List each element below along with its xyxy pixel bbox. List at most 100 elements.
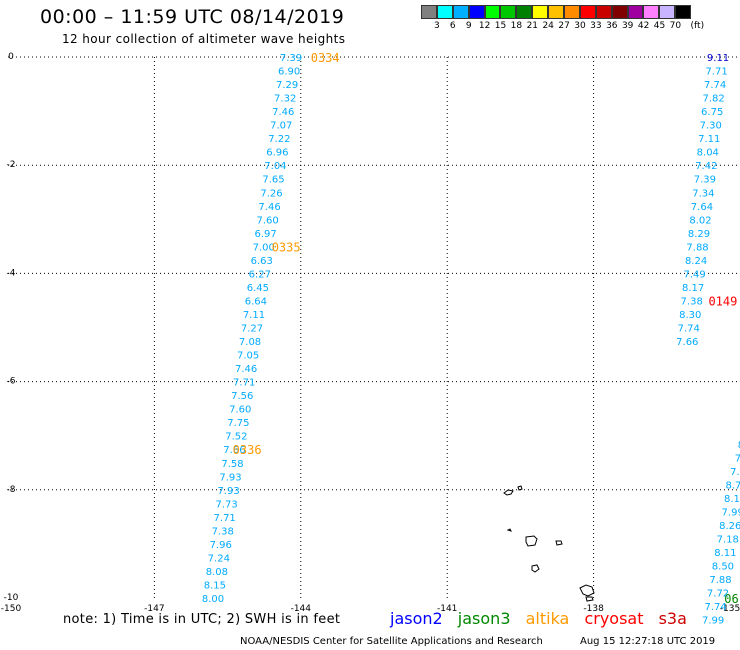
legend-swatch bbox=[564, 5, 580, 19]
satellite-cryosat: cryosat bbox=[584, 609, 644, 628]
legend-swatch bbox=[595, 5, 612, 19]
wave-height-value: 6.45 bbox=[247, 283, 269, 294]
wave-height-value: 7. bbox=[735, 453, 740, 464]
wave-height-value: 7.34 bbox=[692, 188, 714, 199]
wave-height-value: 7.38 bbox=[212, 526, 234, 537]
satellite-s3a: s3a bbox=[658, 609, 687, 628]
legend-swatch bbox=[436, 5, 453, 19]
legend-label: 21 bbox=[526, 21, 539, 31]
wave-height-value: 8.00 bbox=[202, 594, 224, 605]
island-outline bbox=[506, 528, 512, 532]
legend-label: 12 bbox=[478, 21, 491, 31]
wave-height-value: 7.00 bbox=[253, 242, 275, 253]
legend-label: 39 bbox=[621, 21, 634, 31]
wave-height-value: 7.27 bbox=[241, 324, 263, 335]
wave-height-value: 6.64 bbox=[245, 296, 267, 307]
island-outline bbox=[517, 485, 523, 491]
legend-label: 9 bbox=[465, 21, 472, 31]
satellite-legend: jason2 jason3 altika cryosat s3a bbox=[390, 609, 697, 628]
latitude-tick-label: 0 bbox=[8, 52, 14, 62]
legend-swatch bbox=[484, 5, 501, 19]
pass-time-labels: 033403350336010140149061 bbox=[233, 51, 740, 606]
wave-height-value: 8.29 bbox=[688, 229, 710, 240]
wave-height-value: 6.96 bbox=[266, 148, 288, 159]
credit-text: NOAA/NESDIS Center for Satellite Applica… bbox=[240, 636, 543, 647]
wave-height-value: 7.71 bbox=[233, 378, 255, 389]
wave-height-value: 8.79 bbox=[725, 480, 740, 491]
wave-height-value: 7.99 bbox=[722, 507, 740, 518]
island-outline bbox=[579, 584, 595, 597]
wave-height-value: 9.11 bbox=[707, 53, 729, 64]
legend-swatch bbox=[659, 5, 676, 19]
legend-label: 3 bbox=[434, 21, 440, 31]
color-legend: 3 6 9 12 15 18 21 24 27 30 33 36 39 42 45 70 (ft) bbox=[421, 5, 704, 39]
longitude-tick-label: -141 bbox=[437, 604, 457, 614]
pass-time-label: 0336 bbox=[233, 443, 262, 457]
wave-height-value: 8.12 bbox=[724, 494, 740, 505]
wave-height-value: 7.46 bbox=[258, 202, 280, 213]
wave-height-value: 7.22 bbox=[268, 134, 290, 145]
island-outline bbox=[555, 540, 563, 546]
latitude-tick-label: -10 bbox=[4, 593, 19, 603]
wave-height-value: 7.32 bbox=[274, 94, 296, 105]
wave-height-value: 8.11 bbox=[714, 548, 736, 559]
wave-height-value: 7.75 bbox=[227, 418, 249, 429]
legend-swatch bbox=[468, 5, 485, 19]
wave-height-value: 7.60 bbox=[229, 405, 251, 416]
wave-height-value: 7.72 bbox=[707, 589, 729, 600]
wave-height-value: 7.39 bbox=[280, 53, 302, 64]
wave-height-value: 7.65 bbox=[262, 175, 284, 186]
legend-label: 33 bbox=[590, 21, 602, 31]
wave-height-value: 7.26 bbox=[260, 188, 282, 199]
wave-height-value: 7.38 bbox=[681, 296, 703, 307]
wave-height-value: 8.08 bbox=[206, 567, 228, 578]
wave-height-value: 6.97 bbox=[255, 229, 277, 240]
satellite-jason3: jason3 bbox=[457, 609, 511, 628]
legend-swatch bbox=[548, 5, 565, 19]
longitude-tick-label: -138 bbox=[583, 604, 604, 614]
longitude-tick-label: -147 bbox=[144, 604, 164, 614]
wave-height-value: 7.46 bbox=[235, 364, 257, 375]
pass-time-label: 061 bbox=[724, 592, 740, 606]
wave-height-value: 8.17 bbox=[682, 283, 704, 294]
pass-time-label: 0335 bbox=[272, 240, 301, 254]
legend-swatch bbox=[532, 5, 549, 19]
legend-unit: (ft) bbox=[690, 21, 705, 31]
wave-height-value: 7.18 bbox=[717, 534, 739, 545]
legend-label: 30 bbox=[574, 21, 586, 31]
wave-height-value: 7.66 bbox=[223, 445, 245, 456]
map-subtitle: 12 hour collection of altimeter wave hei… bbox=[62, 32, 346, 46]
island-outline bbox=[503, 489, 514, 496]
wave-height-values: 7.39 6.90 7.29 7.32 7.46 7.07 7.22 6.96 7.04 7.65… bbox=[202, 53, 740, 627]
legend-label: 42 bbox=[637, 21, 650, 31]
wave-height-value: 7.11 bbox=[243, 310, 265, 321]
legend-label: 70 bbox=[669, 21, 682, 31]
legend-swatches bbox=[421, 5, 692, 19]
legend-label: 18 bbox=[510, 21, 523, 31]
latitude-tick-label: -4 bbox=[7, 268, 16, 278]
legend-label: 24 bbox=[542, 21, 554, 31]
wave-height-value: 7.99 bbox=[702, 616, 724, 627]
wave-height-value: 7.49 bbox=[683, 269, 705, 280]
wave-height-value: 7.11 bbox=[698, 134, 720, 145]
wave-height-value: 6.63 bbox=[251, 256, 273, 267]
wave-height-value: 8.24 bbox=[685, 256, 707, 267]
legend-swatch bbox=[421, 5, 437, 19]
legend-swatch bbox=[452, 5, 469, 19]
legend-labels: 3 6 9 12 15 18 21 24 27 30 33 36 39 42 45 70 (ft) bbox=[421, 19, 704, 33]
legend-label: 15 bbox=[494, 21, 507, 31]
legend-swatch bbox=[611, 5, 628, 19]
wave-height-value: 7.93 bbox=[217, 486, 239, 497]
map-title: 00:00 – 11:59 UTC 08/14/2019 bbox=[40, 6, 345, 28]
wave-height-value: 7.88 bbox=[686, 242, 708, 253]
generated-timestamp: Aug 15 12:27:18 UTC 2019 bbox=[580, 636, 716, 647]
wave-height-value: 7.88 bbox=[709, 575, 731, 586]
wave-height-value: 7.64 bbox=[691, 202, 713, 213]
wave-height-value: 6.27 bbox=[249, 269, 271, 280]
wave-height-value: 7.52 bbox=[225, 432, 247, 443]
legend-swatch bbox=[500, 5, 517, 19]
map-grid bbox=[8, 56, 740, 598]
wave-height-value: 7.73 bbox=[215, 499, 237, 510]
longitude-tick-label: -135 bbox=[720, 604, 740, 614]
